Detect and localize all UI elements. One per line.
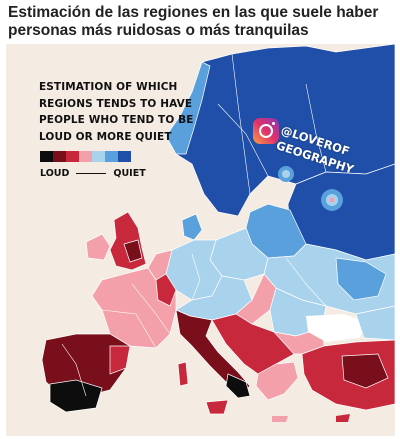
region-greece — [255, 361, 299, 401]
region-norway-coast — [165, 61, 211, 155]
map-title-line-4: LOUD OR MORE QUIET — [39, 130, 172, 143]
region-france-east-red — [155, 273, 177, 307]
legend-labels: LOUD QUIET — [40, 168, 146, 179]
region-spain-east — [109, 345, 131, 375]
caption: Estimación de las regiones en las que su… — [8, 4, 379, 39]
region-sicily — [205, 399, 229, 415]
map-border-lines — [61, 53, 327, 397]
region-spain — [41, 333, 131, 397]
region-ukraine-east — [335, 257, 387, 301]
region-sardinia — [177, 361, 189, 387]
region-denmark — [181, 213, 203, 241]
region-france — [91, 267, 177, 349]
legend-arrow-line — [76, 172, 107, 175]
legend-quiet-label: QUIET — [113, 168, 146, 179]
legend-scale — [40, 151, 131, 162]
region-spain-south — [49, 379, 103, 413]
region-italy-south — [225, 373, 251, 399]
legend-swatch-4 — [79, 151, 92, 162]
map-hotspot-2 — [321, 189, 343, 211]
map-canvas — [6, 44, 395, 436]
legend-swatch-2 — [53, 151, 66, 162]
map-title: ESTIMATION OF WHICH REGIONS TENDS TO HAV… — [39, 79, 209, 145]
map-title-line-3: PEOPLE WHO TEND TO BE — [39, 114, 194, 126]
map-title-line-2: REGIONS TENDS TO HAVE — [39, 97, 193, 110]
legend-loud-label: LOUD — [40, 168, 70, 179]
region-uk-dark — [123, 239, 143, 263]
legend-swatch-5 — [92, 151, 105, 162]
legend-swatch-1 — [40, 151, 53, 162]
region-caucasus — [355, 305, 395, 341]
region-ireland — [85, 233, 111, 261]
region-turkey-dark — [341, 353, 389, 389]
instagram-icon — [253, 118, 279, 144]
legend-swatch-6 — [105, 151, 118, 162]
map-hotspot-1 — [278, 166, 294, 182]
map-title-line-1: ESTIMATION OF WHICH — [39, 81, 178, 93]
legend-swatch-7 — [118, 151, 131, 162]
legend-swatch-3 — [66, 151, 79, 162]
region-cyprus — [336, 414, 350, 422]
watermark: @LOVEROF GEOGRAPHY — [253, 116, 365, 176]
black-sea — [306, 314, 366, 342]
region-crete — [272, 416, 288, 422]
europe-map: ESTIMATION OF WHICH REGIONS TENDS TO HAV… — [6, 44, 395, 436]
